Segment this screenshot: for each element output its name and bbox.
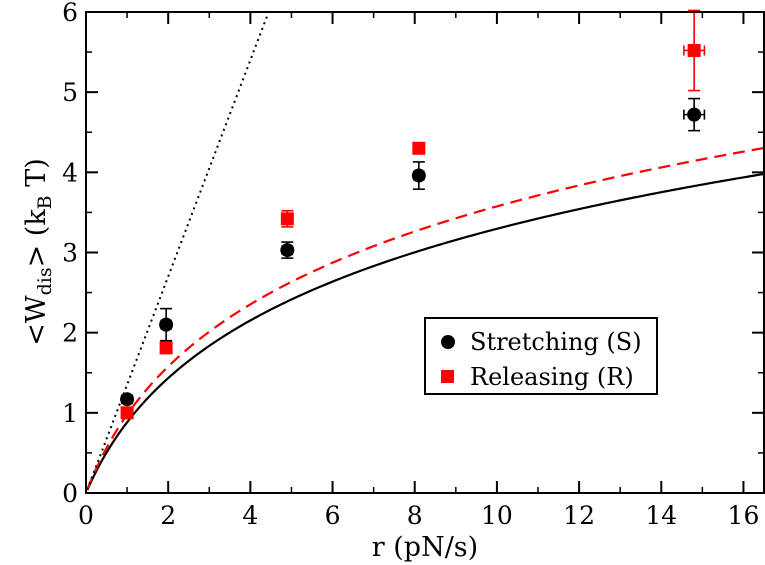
y-tick-label: 1: [62, 399, 78, 428]
data-point: [120, 406, 134, 420]
data-point: [683, 97, 706, 132]
data-point: [120, 392, 135, 407]
fit-curves: [86, 12, 764, 491]
marker-circle: [687, 107, 702, 122]
plot-frame: [85, 11, 765, 494]
y-tick-label: 2: [62, 319, 78, 348]
legend-label-releasing: Releasing (R): [470, 363, 634, 391]
legend-label-stretching: Stretching (S): [470, 328, 642, 356]
marker-circle: [411, 168, 426, 183]
y-tick-label: 4: [62, 158, 78, 187]
marker-circle: [120, 392, 135, 407]
y-tick-label: 0: [62, 479, 78, 508]
x-tick-label: 14: [645, 501, 677, 530]
fit-curve-dotted: [86, 12, 270, 491]
legend-box: [424, 317, 658, 395]
y-axis-label: <Wdis> (kB T): [21, 158, 56, 346]
legend-marker-releasing: [441, 370, 454, 383]
marker-circle: [159, 317, 174, 332]
x-axis-label: r (pN/s): [372, 532, 478, 563]
data-points: [120, 9, 706, 420]
data-point: [280, 210, 294, 228]
y-tick-label: 6: [62, 0, 78, 27]
marker-square: [412, 141, 426, 155]
legend: Stretching (S) Releasing (R): [424, 317, 658, 395]
y-tick-label: 5: [62, 78, 78, 107]
x-tick-label: 6: [325, 501, 341, 530]
x-tick-label: 2: [160, 501, 176, 530]
data-point: [683, 9, 706, 92]
x-tick-label: 8: [407, 501, 423, 530]
marker-square: [687, 43, 701, 57]
marker-square: [120, 406, 134, 420]
data-point: [412, 141, 426, 155]
marker-square: [159, 341, 173, 355]
x-tick-label: 4: [242, 501, 258, 530]
fit-curve-dashed: [86, 146, 764, 491]
x-tick-label: 10: [481, 501, 513, 530]
y-tick-label: 3: [62, 239, 78, 268]
data-point: [159, 307, 174, 342]
data-point: [159, 341, 173, 355]
data-point: [411, 161, 426, 190]
x-tick-label: 16: [728, 501, 760, 530]
marker-circle: [280, 243, 295, 258]
marker-square: [280, 212, 294, 226]
fit-curve-solid: [86, 172, 764, 491]
legend-marker-stretching: [441, 335, 455, 349]
x-tick-label: 12: [563, 501, 595, 530]
x-tick-label: 0: [78, 501, 94, 530]
data-point: [280, 241, 295, 259]
